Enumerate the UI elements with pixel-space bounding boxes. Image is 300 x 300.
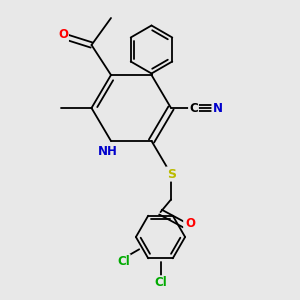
Text: N: N bbox=[212, 101, 223, 115]
Text: N: N bbox=[212, 101, 223, 115]
Text: O: O bbox=[58, 29, 68, 43]
Text: NH: NH bbox=[98, 145, 118, 158]
Text: C: C bbox=[189, 101, 198, 115]
Text: C: C bbox=[189, 101, 198, 115]
Text: NH: NH bbox=[98, 143, 118, 157]
Text: Cl: Cl bbox=[117, 255, 130, 268]
Text: Cl: Cl bbox=[154, 276, 167, 289]
Text: S: S bbox=[167, 167, 176, 181]
Text: O: O bbox=[184, 217, 194, 230]
Text: O: O bbox=[185, 217, 195, 230]
Text: O: O bbox=[58, 28, 68, 41]
Text: S: S bbox=[167, 167, 176, 181]
